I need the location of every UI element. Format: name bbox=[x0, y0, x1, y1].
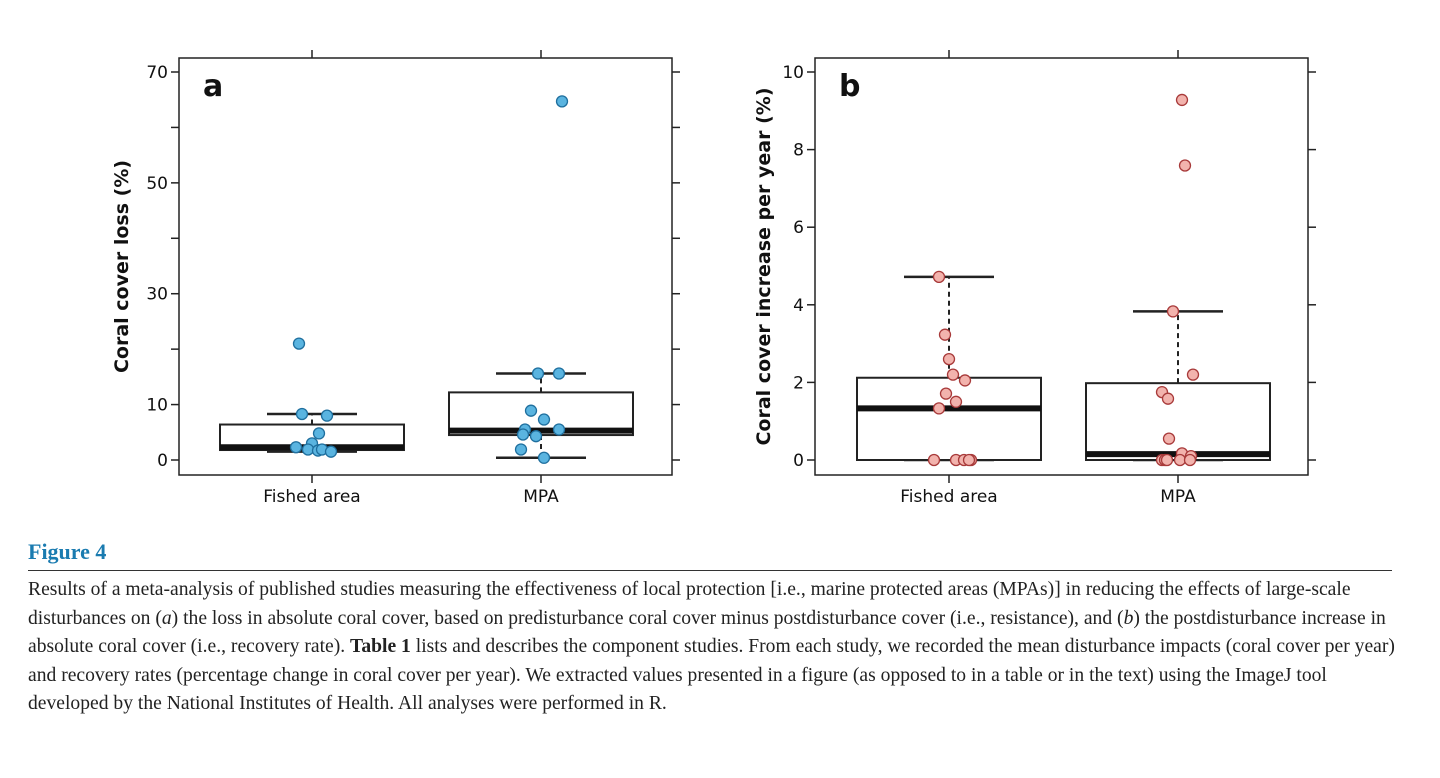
data-point bbox=[531, 367, 545, 380]
x-tick-label: MPA bbox=[523, 487, 559, 507]
y-tick-label: 10 bbox=[146, 396, 168, 416]
caption-text: ) the loss in absolute coral cover, base… bbox=[171, 607, 1124, 629]
y-tick-label: 70 bbox=[146, 63, 168, 83]
data-point bbox=[537, 413, 551, 426]
data-point bbox=[529, 430, 543, 443]
caption-text: Results of a meta-analysis of published … bbox=[28, 579, 1351, 629]
caption-panel-ref-b: b bbox=[1123, 607, 1134, 629]
caption-text: lists and describes the component studie… bbox=[28, 636, 1395, 714]
y-tick-label: 50 bbox=[146, 174, 168, 194]
y-axis-title: Coral cover loss (%) bbox=[111, 160, 133, 373]
data-point bbox=[320, 409, 334, 422]
x-tick-label: Fished area bbox=[900, 487, 997, 507]
data-point bbox=[1173, 453, 1187, 467]
panel-letter: b bbox=[839, 69, 860, 104]
y-tick-label: 4 bbox=[793, 296, 804, 316]
figure-title: Figure 4 bbox=[28, 539, 107, 564]
y-tick-label: 10 bbox=[782, 63, 804, 83]
data-point bbox=[927, 453, 941, 467]
panel-b: 0 2 4 6 8 10 Coral cover increase per year (%)… bbox=[753, 50, 1316, 507]
data-point bbox=[932, 270, 946, 284]
data-point bbox=[552, 367, 566, 380]
data-point bbox=[1186, 368, 1200, 381]
data-point bbox=[1160, 453, 1174, 467]
data-point bbox=[292, 337, 306, 350]
y-tick-label: 2 bbox=[793, 373, 804, 393]
data-point bbox=[958, 374, 972, 387]
box bbox=[1085, 382, 1271, 461]
panel-letter: a bbox=[203, 69, 223, 104]
caption-text: ) the postdisturbance increase in absolu… bbox=[28, 607, 1386, 658]
figure-chart: 0 10 30 50 70 Coral cover loss (%) a Fished are… bbox=[111, 50, 1316, 507]
y-tick-label: 0 bbox=[157, 451, 168, 471]
plot-frame bbox=[178, 57, 673, 476]
data-point bbox=[1183, 453, 1197, 467]
data-point bbox=[524, 404, 538, 417]
y-tick-label: 8 bbox=[793, 141, 804, 161]
data-point bbox=[312, 427, 326, 440]
data-point bbox=[938, 328, 952, 341]
y-tick-label: 0 bbox=[793, 451, 804, 471]
data-point bbox=[514, 443, 528, 456]
data-point bbox=[1161, 392, 1175, 405]
y-axis-title: Coral cover increase per year (%) bbox=[753, 87, 775, 445]
data-point bbox=[946, 368, 960, 381]
data-point bbox=[516, 428, 530, 441]
figure-caption: Results of a meta-analysis of published … bbox=[28, 576, 1400, 719]
data-point bbox=[289, 441, 303, 454]
caption-panel-ref-a: a bbox=[161, 607, 172, 629]
caption-divider bbox=[28, 570, 1392, 571]
data-point bbox=[555, 95, 569, 108]
data-point bbox=[949, 395, 963, 408]
x-tick-label: MPA bbox=[1160, 487, 1196, 507]
data-point bbox=[962, 453, 976, 467]
data-point bbox=[552, 423, 566, 436]
y-tick-label: 6 bbox=[793, 218, 804, 238]
panel-a: 0 10 30 50 70 Coral cover loss (%) a Fished are… bbox=[111, 50, 680, 507]
plot-frame bbox=[814, 57, 1309, 476]
data-point bbox=[939, 387, 953, 400]
data-point bbox=[537, 451, 551, 464]
data-point bbox=[932, 402, 946, 415]
data-point bbox=[1175, 93, 1189, 107]
data-point bbox=[1166, 305, 1180, 318]
data-point bbox=[1162, 432, 1176, 445]
data-point bbox=[942, 352, 956, 366]
y-tick-label: 30 bbox=[146, 285, 168, 305]
data-point bbox=[1178, 159, 1192, 172]
data-point bbox=[324, 445, 338, 458]
data-point bbox=[301, 443, 315, 456]
data-point bbox=[295, 407, 309, 421]
x-tick-label: Fished area bbox=[263, 487, 360, 507]
caption-table-ref[interactable]: Table 1 bbox=[350, 636, 411, 657]
